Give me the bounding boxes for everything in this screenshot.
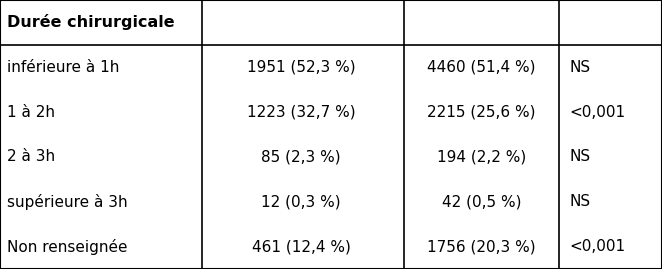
Text: <0,001: <0,001 (569, 105, 626, 120)
Text: 85 (2,3 %): 85 (2,3 %) (261, 149, 341, 164)
Text: 2215 (25,6 %): 2215 (25,6 %) (427, 105, 536, 120)
Text: 42 (0,5 %): 42 (0,5 %) (442, 194, 521, 209)
Text: inférieure à 1h: inférieure à 1h (7, 60, 119, 75)
Text: NS: NS (569, 194, 591, 209)
Text: 461 (12,4 %): 461 (12,4 %) (252, 239, 351, 254)
Text: NS: NS (569, 149, 591, 164)
Text: supérieure à 3h: supérieure à 3h (7, 194, 127, 210)
Text: 12 (0,3 %): 12 (0,3 %) (261, 194, 341, 209)
Text: Durée chirurgicale: Durée chirurgicale (7, 15, 174, 30)
Text: 4460 (51,4 %): 4460 (51,4 %) (427, 60, 536, 75)
Text: Non renseignée: Non renseignée (7, 239, 127, 254)
Text: 1951 (52,3 %): 1951 (52,3 %) (247, 60, 355, 75)
Text: NS: NS (569, 60, 591, 75)
Text: 1 à 2h: 1 à 2h (7, 105, 55, 120)
Text: 194 (2,2 %): 194 (2,2 %) (437, 149, 526, 164)
Text: 1756 (20,3 %): 1756 (20,3 %) (427, 239, 536, 254)
Text: <0,001: <0,001 (569, 239, 626, 254)
Text: 2 à 3h: 2 à 3h (7, 149, 55, 164)
Text: 1223 (32,7 %): 1223 (32,7 %) (247, 105, 355, 120)
